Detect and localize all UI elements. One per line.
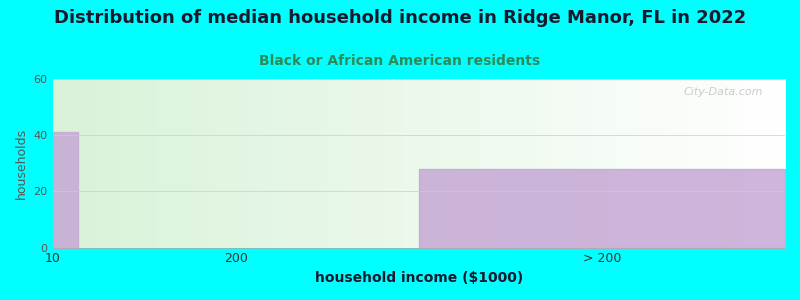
X-axis label: household income ($1000): household income ($1000) [314,271,523,285]
Y-axis label: households: households [15,128,28,199]
Text: City-Data.com: City-Data.com [683,87,763,98]
Text: Distribution of median household income in Ridge Manor, FL in 2022: Distribution of median household income … [54,9,746,27]
Text: Black or African American residents: Black or African American residents [259,54,541,68]
